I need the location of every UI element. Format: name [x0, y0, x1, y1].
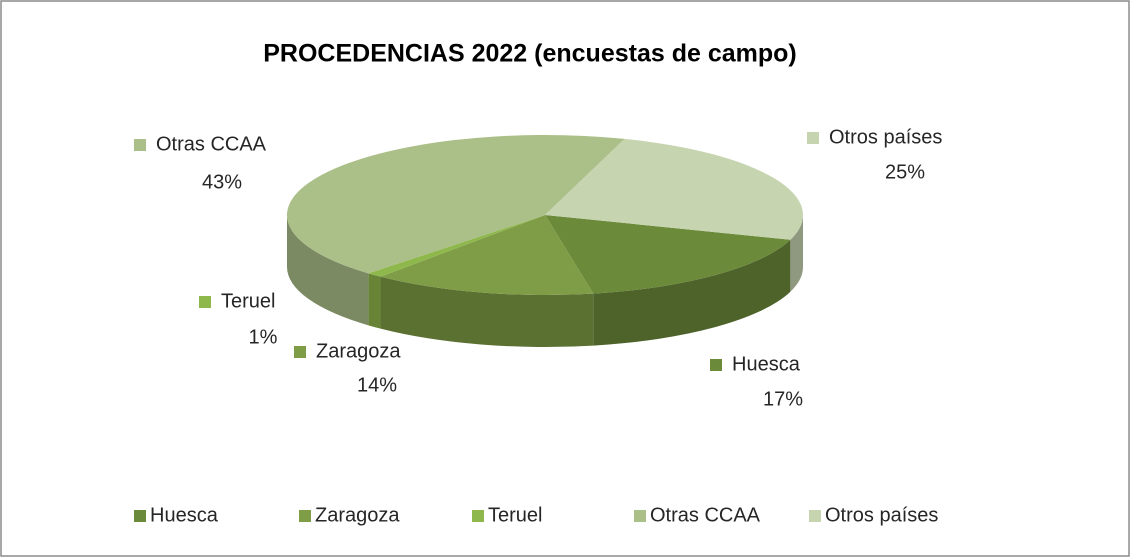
pie-slice — [286, 134, 625, 274]
pie-slice — [368, 215, 545, 277]
legend-label: Otras CCAA — [650, 504, 761, 526]
data-label-name: Otras CCAA — [156, 133, 267, 155]
pie-slice — [380, 215, 594, 295]
legend-swatch — [809, 510, 821, 522]
legend-swatch — [299, 510, 311, 522]
data-label-name: Otros países — [829, 126, 942, 148]
label-swatch — [294, 346, 306, 358]
legend-label: Teruel — [488, 504, 542, 526]
data-label-value: 14% — [357, 374, 397, 396]
legend-label: Huesca — [150, 504, 219, 526]
pie-side — [368, 273, 381, 329]
label-swatch — [199, 296, 211, 308]
legend-swatch — [134, 510, 146, 522]
data-label-name: Teruel — [221, 290, 275, 312]
label-swatch — [710, 359, 722, 371]
data-label-value: 25% — [885, 161, 925, 183]
data-label-value: 17% — [763, 388, 803, 410]
pie-slice — [545, 138, 803, 240]
label-swatch — [134, 139, 146, 151]
pie-side — [593, 239, 791, 346]
legend-swatch — [472, 510, 484, 522]
pie-slice — [545, 215, 791, 294]
data-label-value: 43% — [202, 171, 242, 193]
chart-title: PROCEDENCIAS 2022 (encuestas de campo) — [263, 40, 797, 68]
legend-label: Otros países — [825, 504, 938, 526]
pie-side — [790, 215, 803, 292]
label-swatch — [807, 132, 819, 144]
legend-swatch — [634, 510, 646, 522]
data-label-value: 1% — [249, 326, 278, 348]
data-label-name: Zaragoza — [316, 340, 401, 362]
legend-label: Zaragoza — [315, 504, 400, 526]
pie-side — [380, 276, 594, 348]
data-label-name: Huesca — [732, 353, 801, 375]
pie-side — [287, 215, 369, 326]
